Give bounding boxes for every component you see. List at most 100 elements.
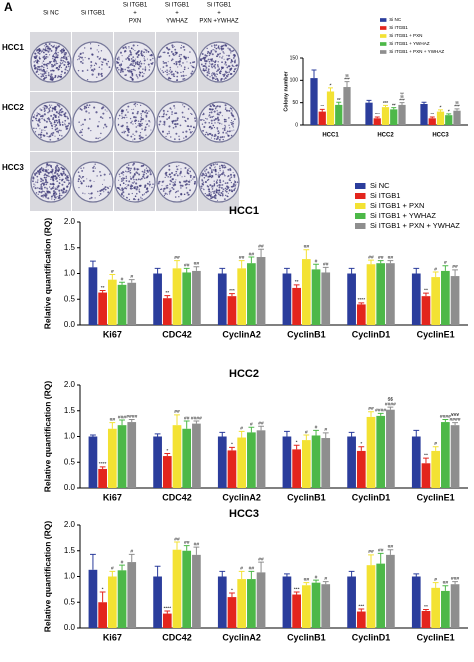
bar [310,78,318,125]
colony [80,182,83,185]
colony [59,193,61,195]
colony [54,74,57,77]
colony [222,180,225,182]
colony [166,193,168,195]
colony [173,173,176,177]
colony [135,182,138,185]
colony [109,185,111,187]
colony [48,42,51,45]
colony [200,59,202,62]
error-bar [383,104,388,108]
colony [134,120,137,123]
error-bar [193,546,200,555]
error-bar [377,552,384,564]
colony [224,194,227,197]
significance-label: # [315,574,318,580]
colony [192,131,194,133]
significance-label: # [434,441,437,447]
colony [162,115,165,118]
colony [209,108,212,111]
colony [144,66,147,68]
colony [179,184,182,187]
colony [211,171,213,173]
colony [133,173,136,176]
colony [37,51,40,54]
colony [132,139,134,141]
bar [162,298,172,325]
colony [226,130,229,133]
error-bar [99,466,106,469]
colony [59,62,61,64]
colony [188,167,190,170]
colony [34,66,37,69]
colony [217,132,219,135]
colony [213,135,216,138]
colony [38,191,41,193]
colony [127,66,130,69]
colony [45,125,48,128]
colony [148,183,150,186]
colony [159,55,162,58]
error-bar [368,259,374,265]
colony [133,116,136,119]
colony [36,175,39,178]
colony [191,70,194,73]
colony [46,67,49,69]
colony [100,73,103,76]
error-bar [193,420,200,424]
colony [162,123,164,125]
colony [42,168,45,171]
colony [229,127,231,129]
colony [136,51,140,54]
colony [178,196,180,198]
colony [232,65,234,67]
colony [174,48,177,51]
colony [186,191,189,194]
colony [226,133,228,135]
colony [222,128,224,130]
colony [105,62,108,65]
colony [51,65,54,68]
colony [61,178,64,181]
colony [211,77,214,80]
colony [220,79,222,82]
colony [54,128,57,131]
error-bar [154,565,161,577]
colony [126,166,128,169]
colony [150,62,154,65]
colony [91,53,94,56]
colony [173,123,176,125]
colony [49,61,51,63]
colony [120,63,122,65]
colony [129,117,132,120]
colony [49,54,51,56]
colony [222,51,224,53]
colony [169,188,171,190]
colony [60,56,63,59]
colony [57,174,60,177]
colony [144,111,147,114]
colony [227,134,230,137]
colony [120,69,123,72]
colony [211,116,214,118]
colony [41,73,44,76]
colony [205,131,208,134]
colony [212,104,216,107]
colony [212,115,215,117]
colony [125,183,127,186]
colony [46,47,49,50]
colony [101,183,104,185]
error-bar [238,430,245,438]
legend-swatch [355,193,366,199]
colony [133,178,135,181]
colony [189,62,192,64]
colony [52,182,54,185]
colony [217,53,219,55]
colony [211,58,214,61]
bar [347,576,356,628]
colony [168,73,170,75]
bar [172,268,182,325]
colony [227,192,229,194]
error-bar [128,553,135,563]
legend-label: Si ITGB1 + PXN + YWHAZ [389,49,444,54]
